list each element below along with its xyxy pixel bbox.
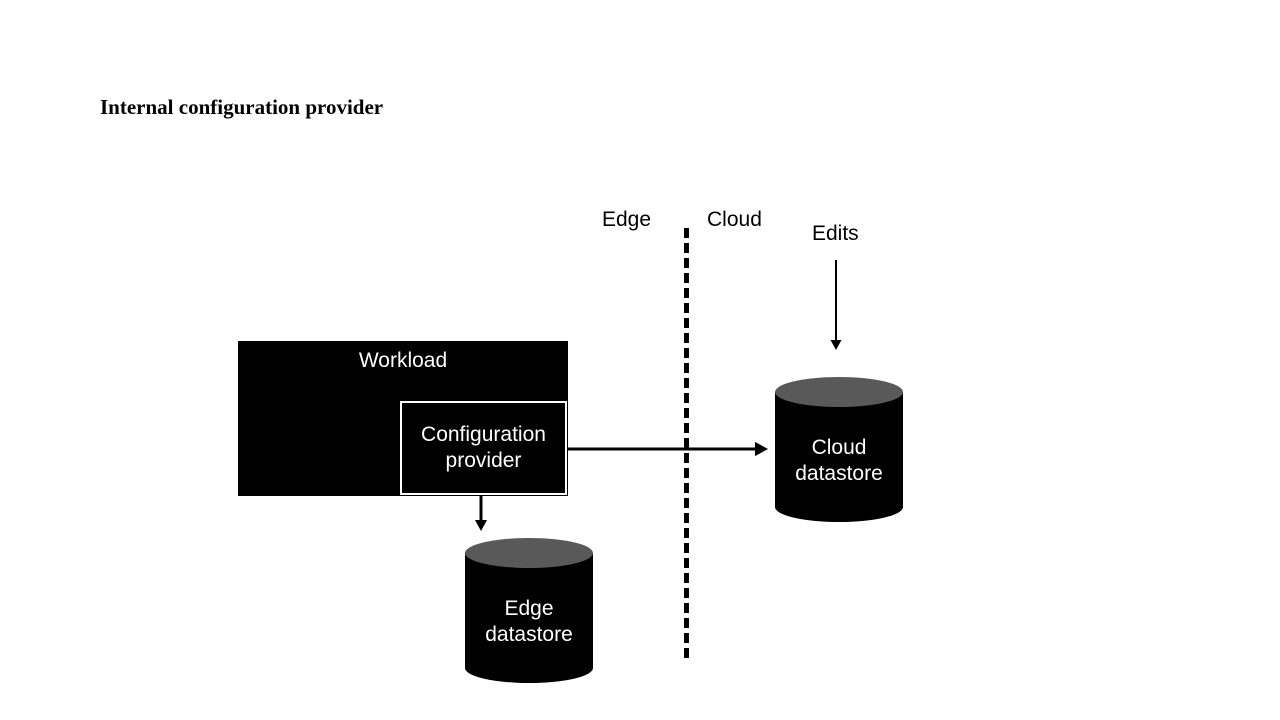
arrow-edits-to-cloud-datastore <box>822 246 850 364</box>
edge-datastore: Edge datastore <box>465 538 593 683</box>
page-title: Internal configuration provider <box>100 95 383 120</box>
label-edge: Edge <box>602 208 651 232</box>
edge-datastore-label: Edge datastore <box>465 596 593 649</box>
arrow-config-to-edge-datastore <box>466 481 496 546</box>
config-provider-label: Configuration provider <box>421 422 546 475</box>
workload-box: Workload Configuration provider <box>238 341 568 496</box>
cloud-datastore: Cloud datastore <box>775 377 903 522</box>
cylinder-top-icon <box>775 377 903 407</box>
label-cloud: Cloud <box>707 208 762 232</box>
label-edits: Edits <box>812 222 859 246</box>
arrow-config-to-cloud-datastore <box>551 432 785 466</box>
cylinder-bottom-icon <box>775 492 903 522</box>
cloud-datastore-label: Cloud datastore <box>775 435 903 488</box>
workload-label: Workload <box>238 349 568 373</box>
cylinder-bottom-icon <box>465 653 593 683</box>
